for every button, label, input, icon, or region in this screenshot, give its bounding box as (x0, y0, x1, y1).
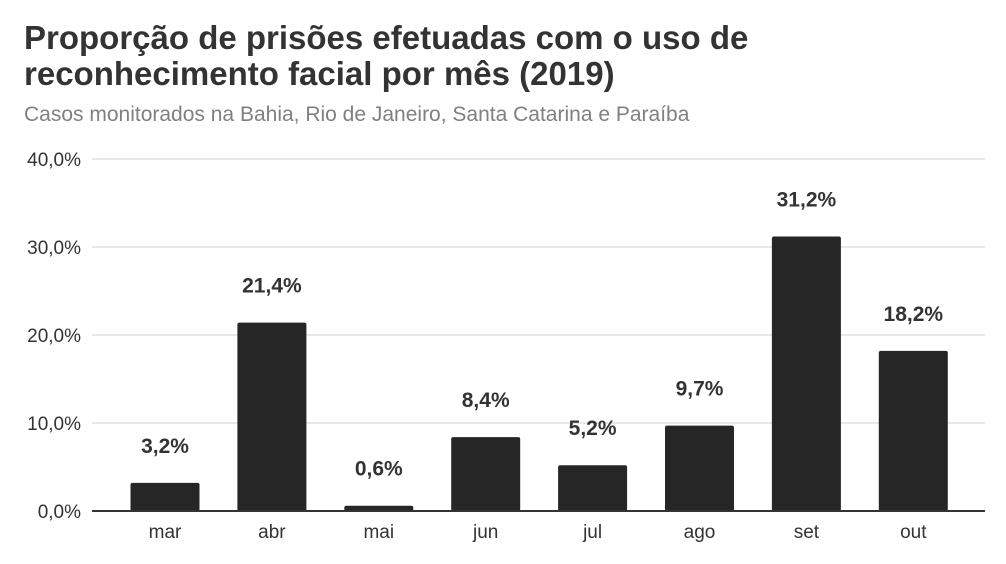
data-label: 31,2% (777, 188, 837, 211)
y-tick-label: 0,0% (38, 502, 81, 523)
x-tick-label: out (900, 522, 927, 543)
y-tick-label: 40,0% (27, 150, 81, 171)
x-tick-label: mai (363, 522, 394, 543)
data-label: 18,2% (884, 303, 944, 326)
bar-set (771, 236, 841, 511)
data-label: 8,4% (462, 389, 510, 412)
x-axis-labels: mar abr mai jun jul ago set out (149, 522, 928, 543)
bar-abr (237, 322, 307, 511)
y-tick-label: 30,0% (27, 238, 81, 259)
y-tick-label: 20,0% (27, 326, 81, 347)
bar-jun (451, 437, 521, 511)
chart-title: Proporção de prisões efetuadas com o uso… (24, 19, 749, 92)
y-axis-ticks: 0,0% 10,0% 20,0% 30,0% 40,0% (27, 150, 81, 523)
x-tick-label: ago (684, 522, 716, 543)
bars (130, 236, 948, 511)
bar-out (878, 350, 948, 511)
data-labels: 3,2% 21,4% 0,6% 8,4% 5,2% 9,7% 31,2% 18,2% (141, 188, 943, 480)
x-tick-label: jun (472, 522, 498, 543)
grid-lines (92, 158, 985, 424)
data-label: 21,4% (242, 275, 302, 298)
data-label: 3,2% (141, 435, 189, 458)
x-tick-label: mar (149, 522, 182, 543)
bar-ago (665, 425, 734, 511)
bar-jul (558, 465, 628, 511)
x-tick-label: set (794, 522, 820, 543)
data-label: 5,2% (569, 417, 617, 440)
data-label: 9,7% (676, 378, 724, 401)
bar-mai (344, 505, 414, 511)
x-tick-label: abr (258, 522, 286, 543)
x-tick-label: jul (582, 522, 602, 543)
chart-subtitle: Casos monitorados na Bahia, Rio de Janei… (24, 103, 690, 126)
bar-mar (130, 482, 200, 511)
data-label: 0,6% (355, 458, 403, 481)
y-tick-label: 10,0% (27, 414, 81, 435)
